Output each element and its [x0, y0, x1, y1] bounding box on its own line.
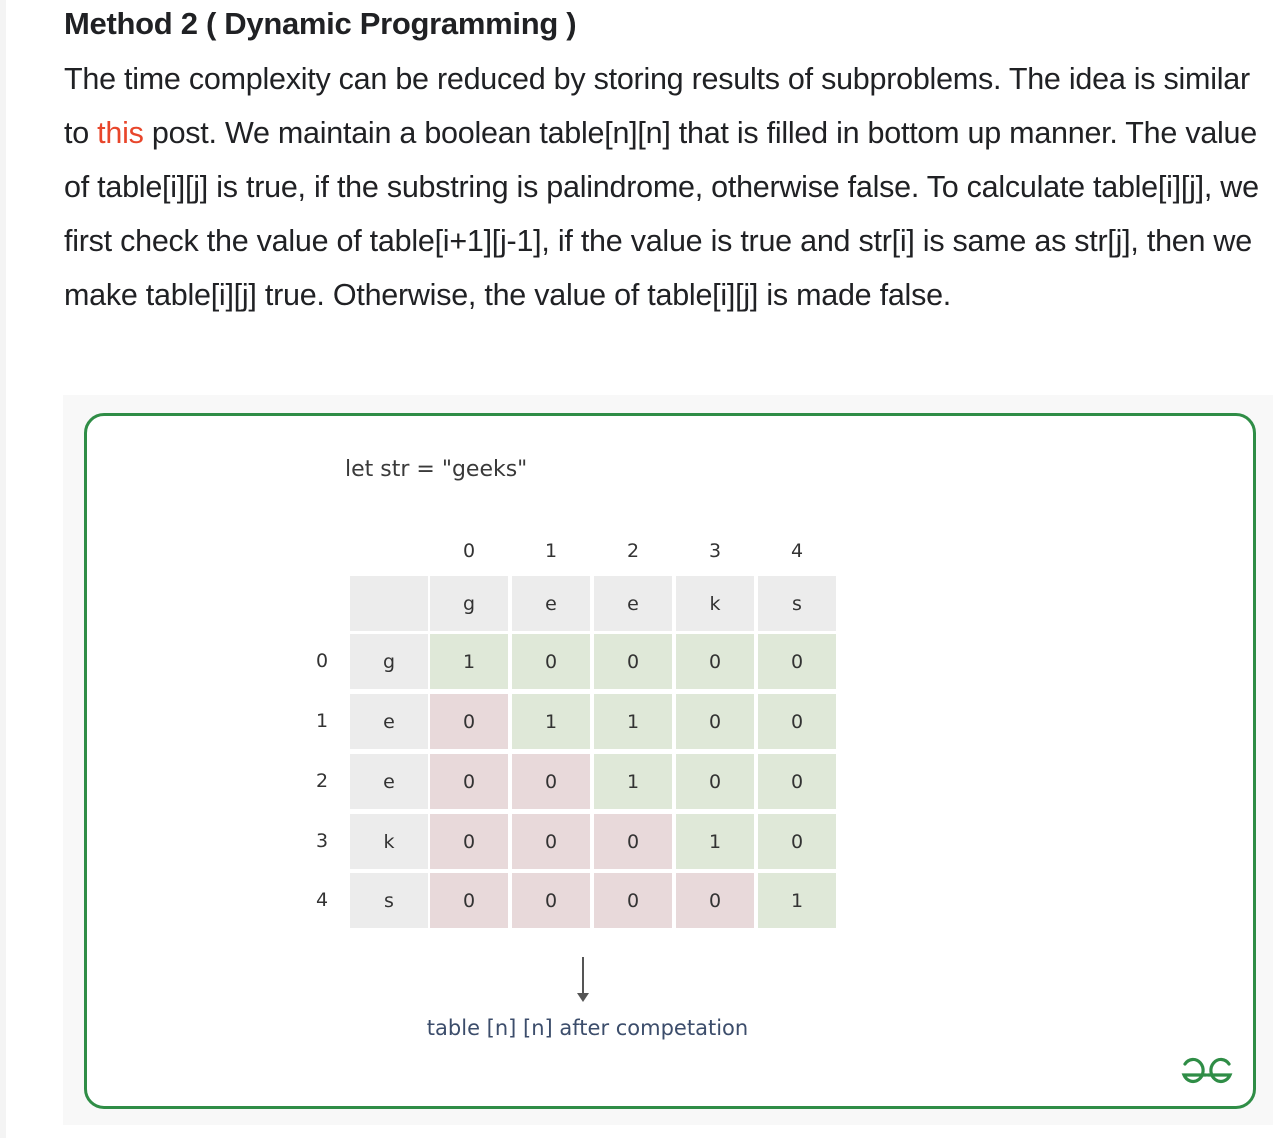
- table-cell: 0: [594, 634, 672, 689]
- table-cell: 0: [758, 814, 836, 869]
- column-char-cell: e: [512, 576, 590, 631]
- table-cell: 1: [676, 814, 754, 869]
- row-char-cell: s: [350, 873, 428, 928]
- table-cell: 0: [594, 873, 672, 928]
- down-arrow-icon: [582, 957, 584, 993]
- column-index: 1: [544, 540, 558, 562]
- table-cell: 0: [594, 814, 672, 869]
- column-char-cell: k: [676, 576, 754, 631]
- figure-frame: [84, 413, 1256, 1109]
- description-paragraph: The time complexity can be reduced by st…: [64, 52, 1269, 322]
- figure-caption: table [n] [n] after competation: [426, 1016, 749, 1040]
- code-line: let str = "geeks": [345, 457, 528, 482]
- paragraph-text-end: post. We maintain a boolean table[n][n] …: [64, 116, 1259, 312]
- column-char-cell: g: [430, 576, 508, 631]
- table-cell: 0: [676, 634, 754, 689]
- table-cell: 0: [676, 754, 754, 809]
- paragraph-text-start: The time complexity can be reduced by st…: [64, 62, 1250, 150]
- arrow-head-icon: [577, 993, 589, 1002]
- column-index: 0: [462, 540, 476, 562]
- gfg-logo-icon: [1181, 1057, 1233, 1083]
- row-index: 1: [315, 710, 329, 732]
- table-cell: 1: [512, 694, 590, 749]
- row-index: 3: [315, 830, 329, 852]
- row-char-cell: k: [350, 814, 428, 869]
- section-heading: Method 2 ( Dynamic Programming ): [64, 6, 577, 41]
- header-corner-cell: [350, 576, 428, 631]
- table-cell: 1: [430, 634, 508, 689]
- row-char-cell: e: [350, 754, 428, 809]
- table-cell: 1: [594, 754, 672, 809]
- table-cell: 0: [676, 694, 754, 749]
- table-cell: 0: [512, 754, 590, 809]
- row-index: 0: [315, 650, 329, 672]
- table-cell: 1: [594, 694, 672, 749]
- table-cell: 0: [430, 814, 508, 869]
- this-post-link[interactable]: this: [97, 116, 144, 150]
- column-index: 3: [708, 540, 722, 562]
- table-cell: 0: [758, 694, 836, 749]
- column-index: 4: [790, 540, 804, 562]
- row-index: 2: [315, 770, 329, 792]
- table-cell: 0: [758, 754, 836, 809]
- row-index: 4: [315, 889, 329, 911]
- table-cell: 0: [758, 634, 836, 689]
- column-char-cell: e: [594, 576, 672, 631]
- table-cell: 0: [512, 814, 590, 869]
- table-cell: 0: [430, 694, 508, 749]
- table-cell: 0: [430, 873, 508, 928]
- column-char-cell: s: [758, 576, 836, 631]
- left-margin-strip: [0, 0, 6, 1138]
- table-cell: 0: [512, 873, 590, 928]
- table-cell: 0: [512, 634, 590, 689]
- table-cell: 1: [758, 873, 836, 928]
- column-index: 2: [626, 540, 640, 562]
- row-char-cell: g: [350, 634, 428, 689]
- table-cell: 0: [676, 873, 754, 928]
- row-char-cell: e: [350, 694, 428, 749]
- table-cell: 0: [430, 754, 508, 809]
